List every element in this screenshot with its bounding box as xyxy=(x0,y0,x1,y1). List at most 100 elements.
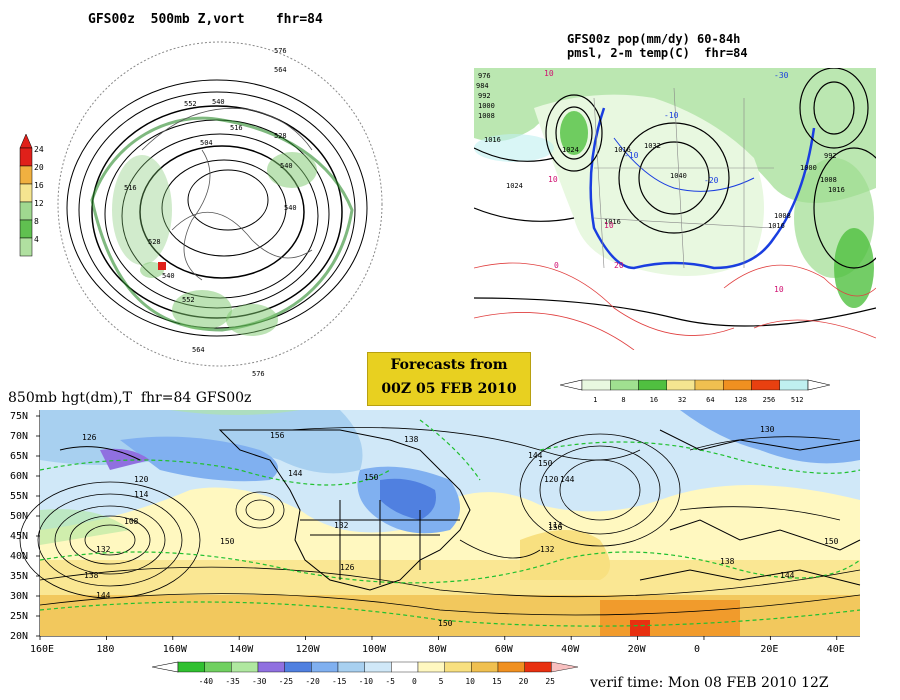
h850-height-label: 150 xyxy=(220,537,235,546)
h850-height-label: 114 xyxy=(548,521,563,530)
h850-lat-label: 70N xyxy=(10,431,28,442)
h850-height-label: 126 xyxy=(82,433,97,442)
h850-height-label: 144 xyxy=(560,475,575,484)
h850-lat-label: 45N xyxy=(10,531,28,542)
us-colorbar-tick: 128 xyxy=(734,396,747,404)
h850-height-label: 156 xyxy=(548,523,563,532)
h850-height-label: 130 xyxy=(760,425,775,434)
polar-contour-label: 528 xyxy=(274,132,287,140)
h850-colorbar-swatch xyxy=(364,661,392,673)
us-pressure-label: 984 xyxy=(476,82,489,90)
us-colorbar-tick: 64 xyxy=(706,396,714,404)
us-colorbar-swatch xyxy=(723,379,752,391)
us-colorbar-swatch xyxy=(694,379,724,391)
h850-lon-label: 0 xyxy=(694,644,700,655)
h850-colorbar-swatch xyxy=(471,661,499,673)
us-colorbar-swatch xyxy=(779,379,809,391)
polar-contour-label: 540 xyxy=(212,98,225,106)
us-temp-label: -10 xyxy=(624,151,639,160)
h850-lat-label: 40N xyxy=(10,551,28,562)
h850-colorbar-tick: -25 xyxy=(279,677,294,686)
us-pressure-label: 992 xyxy=(824,152,837,160)
h850-colorbar-tick: -30 xyxy=(252,677,267,686)
us-pressure-label: 1016 xyxy=(604,218,621,226)
h850-colorbar-tick: 0 xyxy=(412,677,417,686)
h850-colorbar-tick: 10 xyxy=(465,677,475,686)
us-pressure-label: 1024 xyxy=(562,146,579,154)
us-colorbar-tick: 8 xyxy=(621,396,625,404)
us-colorbar-tick: 1 xyxy=(593,396,597,404)
us-pressure-label: 992 xyxy=(478,92,491,100)
h850-colorbar-tick: -35 xyxy=(225,677,240,686)
h850-lat-label: 20N xyxy=(10,631,28,642)
us-pressure-label: 1008 xyxy=(774,212,791,220)
polar-contour-label: 552 xyxy=(182,296,195,304)
polar-contour-label: 552 xyxy=(184,100,197,108)
h850-lon-label: 20W xyxy=(628,644,647,655)
polar-contour-label: 516 xyxy=(230,124,243,132)
h850-lat-label: 30N xyxy=(10,591,28,602)
h850-lon-label: 40W xyxy=(561,644,580,655)
polar-contour-label: 540 xyxy=(280,162,293,170)
h850-height-label: 144 xyxy=(528,451,543,460)
h850-lat-label: 25N xyxy=(10,611,28,622)
us-pressure-label: 1040 xyxy=(670,172,687,180)
h850-colorbar-tick: -10 xyxy=(359,677,374,686)
h850-colorbar-swatch xyxy=(257,661,285,673)
h850-colorbar-swatch xyxy=(204,661,232,673)
us-colorbar-tick: 16 xyxy=(650,396,658,404)
h850-height-label: 132 xyxy=(540,545,555,554)
polar-contour-label: 564 xyxy=(274,66,287,74)
polar-colorbar-tick: 16 xyxy=(34,181,44,190)
h850-height-label: 108 xyxy=(124,517,139,526)
us-colorbar-swatch xyxy=(751,379,780,391)
h850-colorbar-tick: -20 xyxy=(305,677,320,686)
h850-height-label: 150 xyxy=(438,619,453,628)
us-colorbar-swatch xyxy=(610,379,639,391)
polar-map: 576 564 552 540 528 516 504 552 576 564 540 528 540 5… xyxy=(57,41,383,378)
us-colorbar-swatch xyxy=(638,379,667,391)
polar-panel-title: GFS00z 500mb Z,vort fhr=84 xyxy=(88,12,323,27)
us-temp-label: -30 xyxy=(774,71,789,80)
us-temp-label: 10 xyxy=(774,285,784,294)
us-colorbar-swatch xyxy=(666,379,696,391)
h850-colorbar-swatch xyxy=(284,661,312,673)
polar-contour-label: 576 xyxy=(274,47,287,55)
h850-height-label: 132 xyxy=(96,545,111,554)
polar-colorbar-arrow xyxy=(19,133,33,149)
h850-panel-title: 850mb hgt(dm),T fhr=84 GFS00z xyxy=(8,390,252,406)
us-pressure-label: 1024 xyxy=(506,182,523,190)
h850-colorbar-swatch xyxy=(337,661,365,673)
polar-colorbar-swatch xyxy=(19,201,33,221)
h850-lat-label: 55N xyxy=(10,491,28,502)
us-pressure-label: 1008 xyxy=(820,176,837,184)
us-pressure-label: 1016 xyxy=(828,186,845,194)
forecast-box: Forecasts from 00Z 05 FEB 2010 xyxy=(367,352,531,406)
h850-colorbar-swatch xyxy=(177,661,205,673)
us-colorbar-swatch xyxy=(581,379,611,391)
polar-contour-labels: 576 564 552 540 528 516 504 552 576 564 540 528 540 5… xyxy=(124,47,297,378)
h850-height-label: 138 xyxy=(720,557,735,566)
us-colorbar-tick: 512 xyxy=(791,396,804,404)
us-pressure-label: 1016 xyxy=(768,222,785,230)
us-pressure-label: 1016 xyxy=(484,136,501,144)
h850-colorbar-swatch xyxy=(391,661,419,673)
forecast-box-line2: 00Z 05 FEB 2010 xyxy=(381,381,517,397)
h850-colorbar-tick: -15 xyxy=(332,677,347,686)
h850-lat-label: 60N xyxy=(10,471,28,482)
h850-lon-label: 80W xyxy=(428,644,447,655)
h850-height-label: 138 xyxy=(84,571,99,580)
polar-colorbar-tick: 12 xyxy=(34,199,44,208)
h850-colorbar-swatch xyxy=(417,661,445,673)
h850-colorbar-tick: 5 xyxy=(439,677,444,686)
polar-colorbar-swatch xyxy=(19,183,33,203)
h850-lon-label: 140W xyxy=(229,644,254,655)
us-temp-label: 10 xyxy=(604,221,614,230)
polar-colorbar-swatch xyxy=(19,147,33,167)
polar-colorbar-swatch xyxy=(19,165,33,185)
h850-height-label: 156 xyxy=(270,431,285,440)
h850-colorbar-tick: 20 xyxy=(519,677,529,686)
us-temp-label: -10 xyxy=(664,111,679,120)
us-panel-title-line1: GFS00z pop(mm/dy) 60-84h xyxy=(567,32,741,46)
